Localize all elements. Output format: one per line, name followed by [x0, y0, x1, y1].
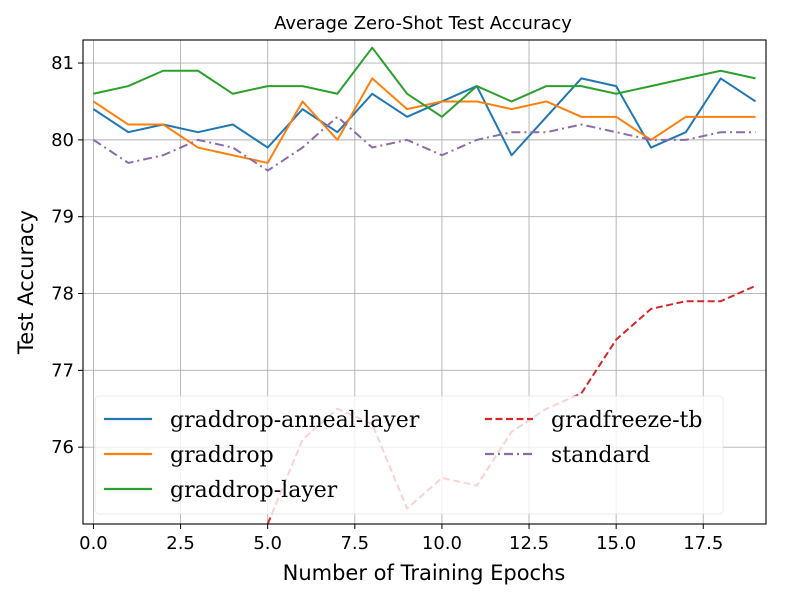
legend-label-gradfreeze-tb: gradfreeze-tb: [551, 408, 702, 433]
y-tick-label-77: 77: [51, 360, 74, 381]
chart-title: Average Zero-Shot Test Accuracy: [274, 13, 572, 34]
y-tick-label-76: 76: [51, 437, 74, 458]
legend-label-graddrop: graddrop: [170, 443, 274, 468]
series-line-graddrop-anneal-layer: [92, 77, 757, 157]
x-tick-label-2-5: 2.5: [166, 533, 195, 554]
series-line-graddrop-layer: [93, 46, 756, 118]
y-tick-label-80: 80: [51, 130, 74, 151]
legend-label-graddrop-layer: graddrop-layer: [170, 478, 338, 503]
series-line-graddrop: [92, 77, 756, 164]
x-tick-label-17-5: 17.5: [683, 533, 723, 554]
y-tick-label-79: 79: [51, 207, 74, 228]
plot-frame: [82, 39, 767, 525]
legend-label-graddrop-anneal-layer: graddrop-anneal-layer: [170, 408, 420, 433]
x-tick-label-12-5: 12.5: [509, 533, 549, 554]
series-line-standard: [92, 115, 756, 172]
x-tick-label-10-0: 10.0: [422, 533, 462, 554]
axis-ticks: 0.0 2.5 5.0 7.5 10.0 12.5 15.0 17.5 76 77 78 79 80 81: [51, 53, 723, 554]
x-tick-label-0-0: 0.0: [79, 533, 108, 554]
x-tick-label-7-5: 7.5: [340, 533, 369, 554]
y-axis-label: Test Accuracy: [14, 210, 38, 355]
legend-box: [94, 395, 724, 515]
x-tick-label-5-0: 5.0: [253, 533, 282, 554]
y-tick-label-78: 78: [51, 284, 74, 305]
x-tick-label-15-0: 15.0: [596, 533, 636, 554]
legend-label-standard: standard: [551, 443, 650, 468]
legend: graddrop-anneal-layer graddrop graddrop-la…: [94, 395, 724, 515]
x-axis-label: Number of Training Epochs: [283, 561, 566, 585]
y-tick-label-81: 81: [51, 53, 74, 74]
